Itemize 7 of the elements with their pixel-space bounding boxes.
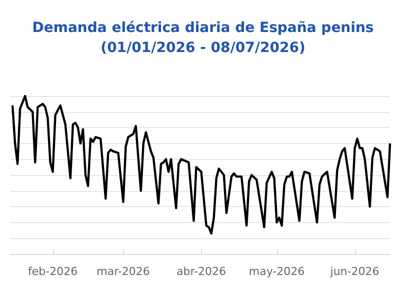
x-tick-label: abr-2026	[176, 265, 226, 278]
chart-title: Demanda eléctrica diaria de España penins	[32, 20, 374, 36]
x-tick-label: jun-2026	[329, 265, 380, 278]
x-tick-label: feb-2026	[28, 265, 78, 278]
x-tick-label: may-2026	[248, 265, 305, 278]
chart-subtitle: (01/01/2026 - 08/07/2026)	[100, 40, 306, 56]
x-tick-label: mar-2026	[96, 265, 150, 278]
